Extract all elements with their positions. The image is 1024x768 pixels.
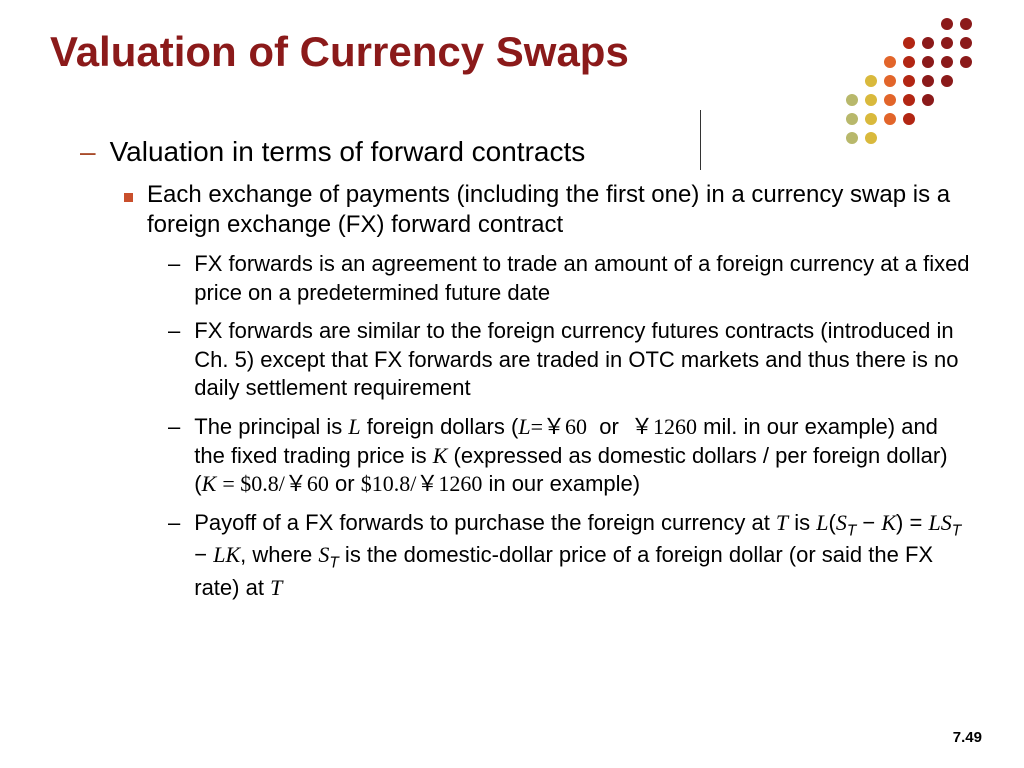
level1-text: Valuation in terms of forward contracts	[110, 136, 586, 168]
level3-text: The principal is L foreign dollars (L=￥6…	[194, 413, 974, 499]
slide-title: Valuation of Currency Swaps	[50, 28, 974, 76]
page-number: 7.49	[953, 729, 982, 746]
level3-text: Payoff of a FX forwards to purchase the …	[194, 509, 974, 602]
level3-text: FX forwards are similar to the foreign c…	[194, 317, 974, 403]
bullet-level3-item1: – FX forwards is an agreement to trade a…	[168, 250, 974, 307]
dash-icon: –	[168, 317, 180, 346]
title-divider-line	[700, 110, 701, 170]
bullet-level3-item4: – Payoff of a FX forwards to purchase th…	[168, 509, 974, 602]
square-bullet-icon	[124, 193, 133, 202]
dash-icon: –	[168, 509, 180, 538]
bullet-level3-item3: – The principal is L foreign dollars (L=…	[168, 413, 974, 499]
slide-container: Valuation of Currency Swaps – Valuation …	[0, 0, 1024, 768]
slide-content: – Valuation in terms of forward contract…	[50, 136, 974, 602]
bullet-level3-item2: – FX forwards are similar to the foreign…	[168, 317, 974, 403]
level3-text: FX forwards is an agreement to trade an …	[194, 250, 974, 307]
dash-icon: –	[168, 250, 180, 279]
dash-icon: –	[80, 136, 96, 168]
bullet-level2: Each exchange of payments (including the…	[124, 180, 974, 240]
corner-dot-decoration	[842, 14, 982, 154]
level2-text: Each exchange of payments (including the…	[147, 180, 974, 240]
dash-icon: –	[168, 413, 180, 442]
bullet-level1: – Valuation in terms of forward contract…	[80, 136, 974, 168]
